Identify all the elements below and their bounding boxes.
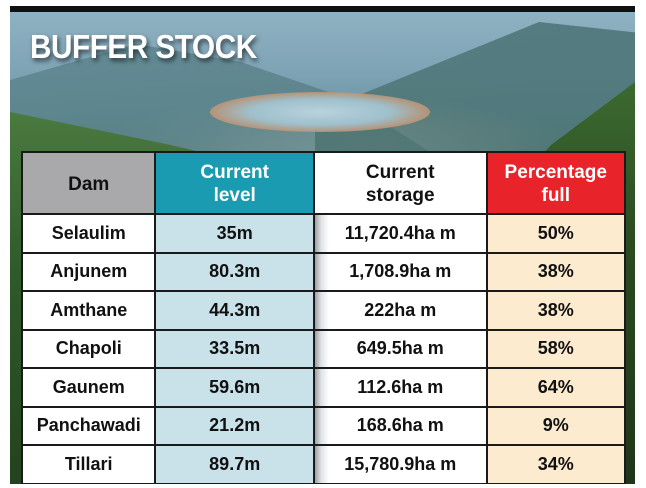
cell-storage: 15,780.9ha m <box>312 444 488 484</box>
cell-level: 44.3m <box>154 290 315 331</box>
header-pct-line1: Percentage <box>504 162 607 183</box>
header-percentage-full: Percentage full <box>485 151 627 215</box>
cell-percentage: 58% <box>485 328 627 369</box>
cell-dam: Selaulim <box>20 213 157 254</box>
cell-percentage: 34% <box>485 444 627 484</box>
cell-dam: Gaunem <box>20 367 157 408</box>
cell-storage: 11,720.4ha m <box>312 213 488 254</box>
header-storage-line1: Current <box>365 162 435 183</box>
table-header-row: Dam Current level Current storage Percen… <box>20 151 627 215</box>
cell-percentage: 38% <box>485 290 627 331</box>
header-level-line1: Current <box>200 162 269 183</box>
cell-level: 33.5m <box>154 328 315 369</box>
cell-level: 89.7m <box>154 444 315 484</box>
header-dam-label: Dam <box>68 173 110 195</box>
cell-dam: Amthane <box>20 290 157 331</box>
header-dam: Dam <box>20 151 157 215</box>
cell-level: 21.2m <box>154 405 315 446</box>
infographic-title: BUFFER STOCK <box>30 28 257 65</box>
background-reservoir <box>210 92 430 132</box>
cell-dam: Panchawadi <box>20 405 157 446</box>
table-row: Anjunem 80.3m 1,708.9ha m 38% <box>20 251 627 292</box>
cell-storage: 168.6ha m <box>312 405 488 446</box>
cell-level: 35m <box>154 213 315 254</box>
cell-storage: 112.6ha m <box>312 367 488 408</box>
header-current-storage: Current storage <box>312 151 488 215</box>
cell-percentage: 38% <box>485 251 627 292</box>
cell-storage: 649.5ha m <box>312 328 488 369</box>
cell-storage: 222ha m <box>312 290 488 331</box>
cell-storage: 1,708.9ha m <box>312 251 488 292</box>
cell-dam: Chapoli <box>20 328 157 369</box>
table-row: Tillari 89.7m 15,780.9ha m 34% <box>20 444 627 484</box>
cell-percentage: 64% <box>485 367 627 408</box>
table-row: Chapoli 33.5m 649.5ha m 58% <box>20 328 627 369</box>
header-current-level: Current level <box>154 151 315 215</box>
dam-storage-table: Dam Current level Current storage Percen… <box>20 151 627 484</box>
header-pct-line2: full <box>541 185 571 206</box>
cell-percentage: 50% <box>485 213 627 254</box>
cell-level: 80.3m <box>154 251 315 292</box>
table-row: Gaunem 59.6m 112.6ha m 64% <box>20 367 627 408</box>
table-row: Panchawadi 21.2m 168.6ha m 9% <box>20 405 627 446</box>
cell-level: 59.6m <box>154 367 315 408</box>
header-storage-line2: storage <box>365 185 435 206</box>
cell-dam: Anjunem <box>20 251 157 292</box>
cell-percentage: 9% <box>485 405 627 446</box>
infographic-frame: BUFFER STOCK Dam Current level Current s… <box>10 6 635 484</box>
table-row: Amthane 44.3m 222ha m 38% <box>20 290 627 331</box>
cell-dam: Tillari <box>20 444 157 484</box>
header-level-line2: level <box>213 185 256 206</box>
table-row: Selaulim 35m 11,720.4ha m 50% <box>20 213 627 254</box>
